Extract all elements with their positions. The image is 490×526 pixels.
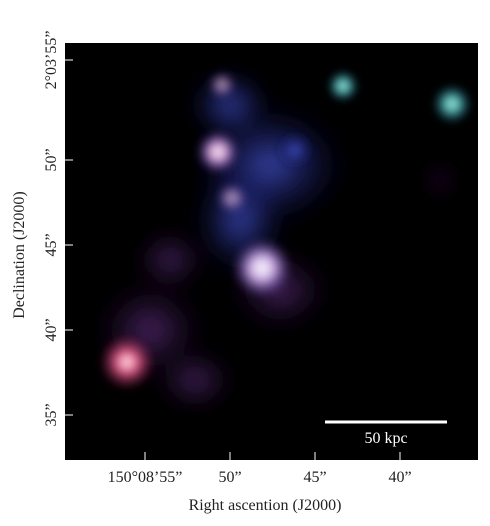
y-ticks: 2°03’55” 50” 45” 40” 35” — [43, 31, 60, 427]
y-tick-label: 50” — [43, 148, 60, 171]
y-axis-label: Declination (J2000) — [11, 191, 28, 319]
y-tick-label: 45” — [43, 233, 60, 256]
x-tick-label: 45” — [303, 469, 326, 486]
y-tick-label: 2°03’55” — [43, 31, 60, 90]
tick-marks — [65, 59, 401, 460]
scale-bar-label: 50 kpc — [364, 430, 407, 447]
sky-image — [95, 70, 472, 410]
x-tick-label: 150°08’55” — [108, 469, 183, 486]
x-tick-label: 50” — [218, 469, 241, 486]
x-ticks: 150°08’55” 50” 45” 40” — [108, 469, 412, 486]
y-tick-label: 40” — [43, 318, 60, 341]
y-tick-label: 35” — [43, 403, 60, 426]
x-tick-label: 40” — [388, 469, 411, 486]
x-axis-label: Right ascention (J2000) — [189, 497, 342, 514]
